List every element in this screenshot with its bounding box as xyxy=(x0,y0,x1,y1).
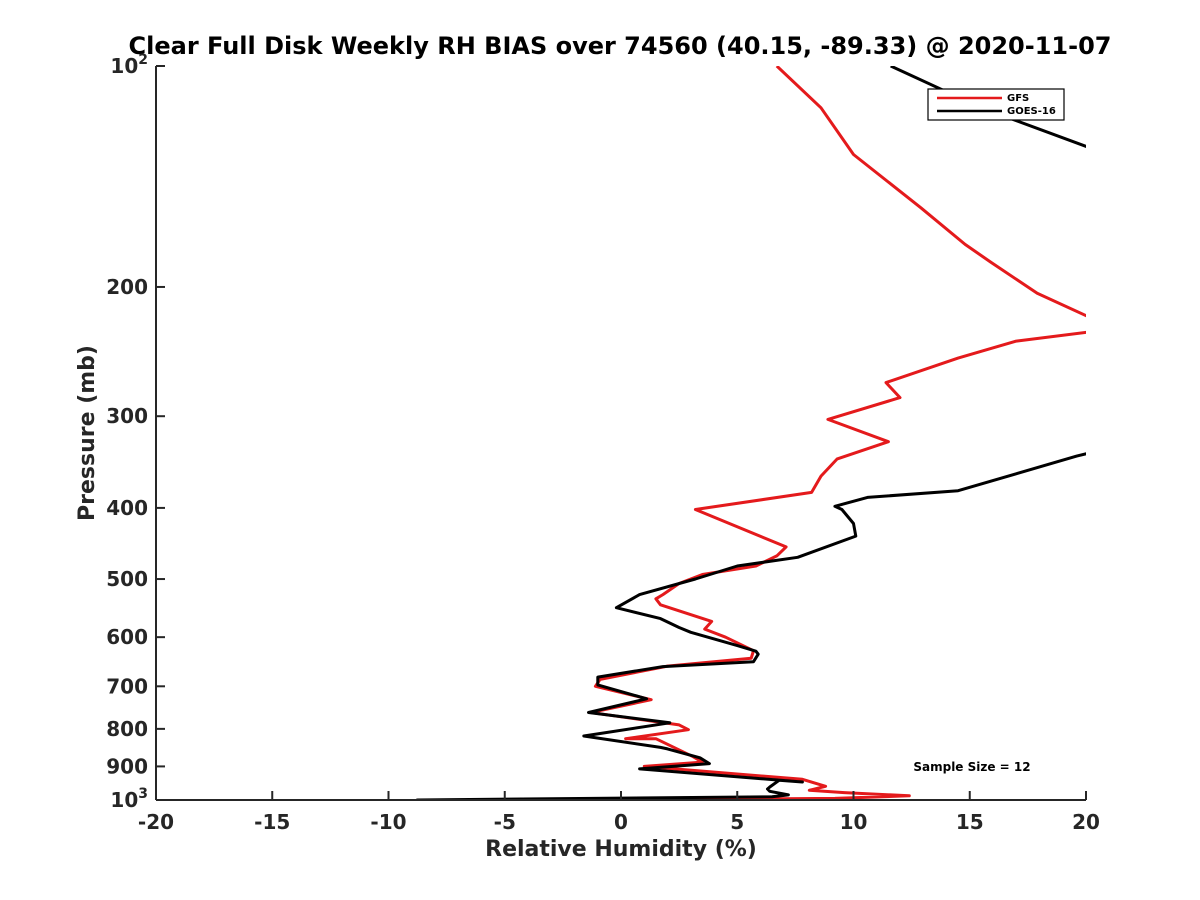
x-tick-label: 10 xyxy=(840,810,868,834)
x-tick-label: -15 xyxy=(254,810,290,834)
y-tick-label: 800 xyxy=(106,717,148,741)
y-tick-label: 200 xyxy=(106,275,148,299)
x-axis-ticks: -20 -15 -10 -5 0 5 10 15 20 xyxy=(138,791,1100,834)
x-tick-label: -10 xyxy=(370,810,406,834)
y-tick-label: 700 xyxy=(106,674,148,698)
y-axis-ticks: 102 200 300 400 500 600 700 800 900 103 xyxy=(106,52,165,812)
legend-label-goes16: GOES-16 xyxy=(1007,106,1056,117)
y-tick-label: 500 xyxy=(106,567,148,591)
legend-label-gfs: GFS xyxy=(1007,93,1029,104)
series-line-gfs xyxy=(586,66,1086,800)
x-tick-label: 0 xyxy=(614,810,628,834)
y-tick-label: 900 xyxy=(106,754,148,778)
x-tick-label: 20 xyxy=(1072,810,1100,834)
y-tick-label: 102 xyxy=(110,52,148,78)
y-axis-label: Pressure (mb) xyxy=(75,345,100,521)
x-tick-label: 5 xyxy=(730,810,744,834)
x-axis-label: Relative Humidity (%) xyxy=(485,837,757,862)
series-line-goes16 xyxy=(416,66,1086,800)
sample-size-annotation: Sample Size = 12 xyxy=(913,760,1030,774)
series-layer xyxy=(416,66,1086,800)
y-tick-label: 103 xyxy=(110,786,148,812)
y-tick-label: 400 xyxy=(106,496,148,520)
y-tick-label: 300 xyxy=(106,404,148,428)
x-tick-label: -20 xyxy=(138,810,174,834)
x-tick-label: -5 xyxy=(494,810,516,834)
legend-box xyxy=(927,88,1065,121)
y-tick-label: 600 xyxy=(106,625,148,649)
x-tick-label: 15 xyxy=(956,810,984,834)
chart-title: Clear Full Disk Weekly RH BIAS over 7456… xyxy=(129,32,1112,60)
legend: GFS GOES-16 xyxy=(927,88,1065,121)
